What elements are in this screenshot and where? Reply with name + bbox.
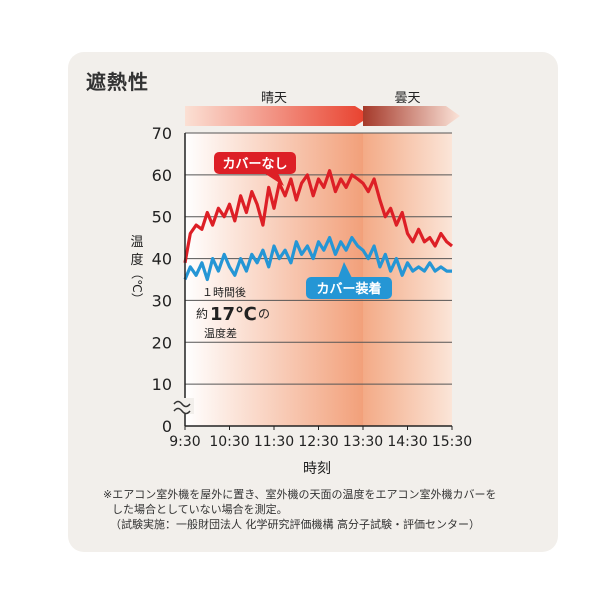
- x-tick-label: 9:30: [169, 434, 200, 450]
- note-value: 17℃: [210, 304, 257, 325]
- series-lines: [183, 169, 453, 282]
- weather-label-cloudy: 曇天: [394, 91, 420, 106]
- series-line-no-cover: [183, 169, 453, 264]
- x-tick-label: 11:30: [254, 434, 294, 450]
- y-axis-label: 温 度 （℃）: [130, 235, 144, 305]
- y-tick-label: 10: [152, 375, 172, 394]
- y-label-unit: （℃）: [130, 267, 144, 304]
- note-prefix: 約: [196, 306, 208, 321]
- x-tick-label: 15:30: [432, 434, 472, 450]
- note-suffix: の: [258, 307, 270, 321]
- y-label-char2: 度: [130, 252, 143, 268]
- y-tick-label: 0: [162, 417, 172, 436]
- y-tick-label: 40: [152, 250, 172, 269]
- footnote-line2: した場合としていない場合を測定。: [112, 503, 288, 516]
- note-line3: 温度差: [204, 326, 237, 340]
- series-line-with-cover: [183, 236, 452, 282]
- x-tick-label: 12:30: [298, 434, 338, 450]
- sunny-arrow: [185, 106, 371, 126]
- gridlines: [185, 132, 452, 385]
- y-tick-label: 30: [152, 291, 172, 310]
- x-tick-label: 13:30: [343, 434, 383, 450]
- cloudy-arrow: [363, 106, 460, 126]
- y-tick-label: 70: [152, 124, 172, 143]
- weather-band: 晴天 曇天: [185, 91, 460, 126]
- label-no-cover-text: カバーなし: [222, 157, 287, 172]
- x-tick-label: 10:30: [209, 434, 249, 450]
- axis-break-icon: [172, 398, 194, 415]
- y-label-char1: 温: [130, 235, 143, 250]
- y-tick-label: 20: [152, 333, 172, 352]
- x-axis-label: 時刻: [303, 461, 331, 477]
- y-tick-label: 50: [152, 208, 172, 227]
- footnote-line3: （試験実施：一般財団法人 化学研究評価機構 高分子試験・評価センター）: [110, 518, 480, 531]
- label-no-cover: カバーなし: [214, 152, 296, 186]
- temperature-difference-note: １時間後 約 17℃ の 温度差: [196, 285, 270, 340]
- weather-label-sunny: 晴天: [261, 91, 287, 106]
- footnote-line1: ※エアコン室外機を屋外に置き、室外機の天面の温度をエアコン室外機カバーを: [103, 488, 497, 501]
- chart-title: 遮熱性: [86, 70, 149, 94]
- note-line1: １時間後: [202, 285, 246, 299]
- x-tick-label: 14:30: [387, 434, 427, 450]
- label-with-cover-text: カバー装着: [316, 281, 381, 297]
- y-tick-label: 60: [152, 166, 172, 185]
- label-with-cover: カバー装着: [306, 262, 392, 299]
